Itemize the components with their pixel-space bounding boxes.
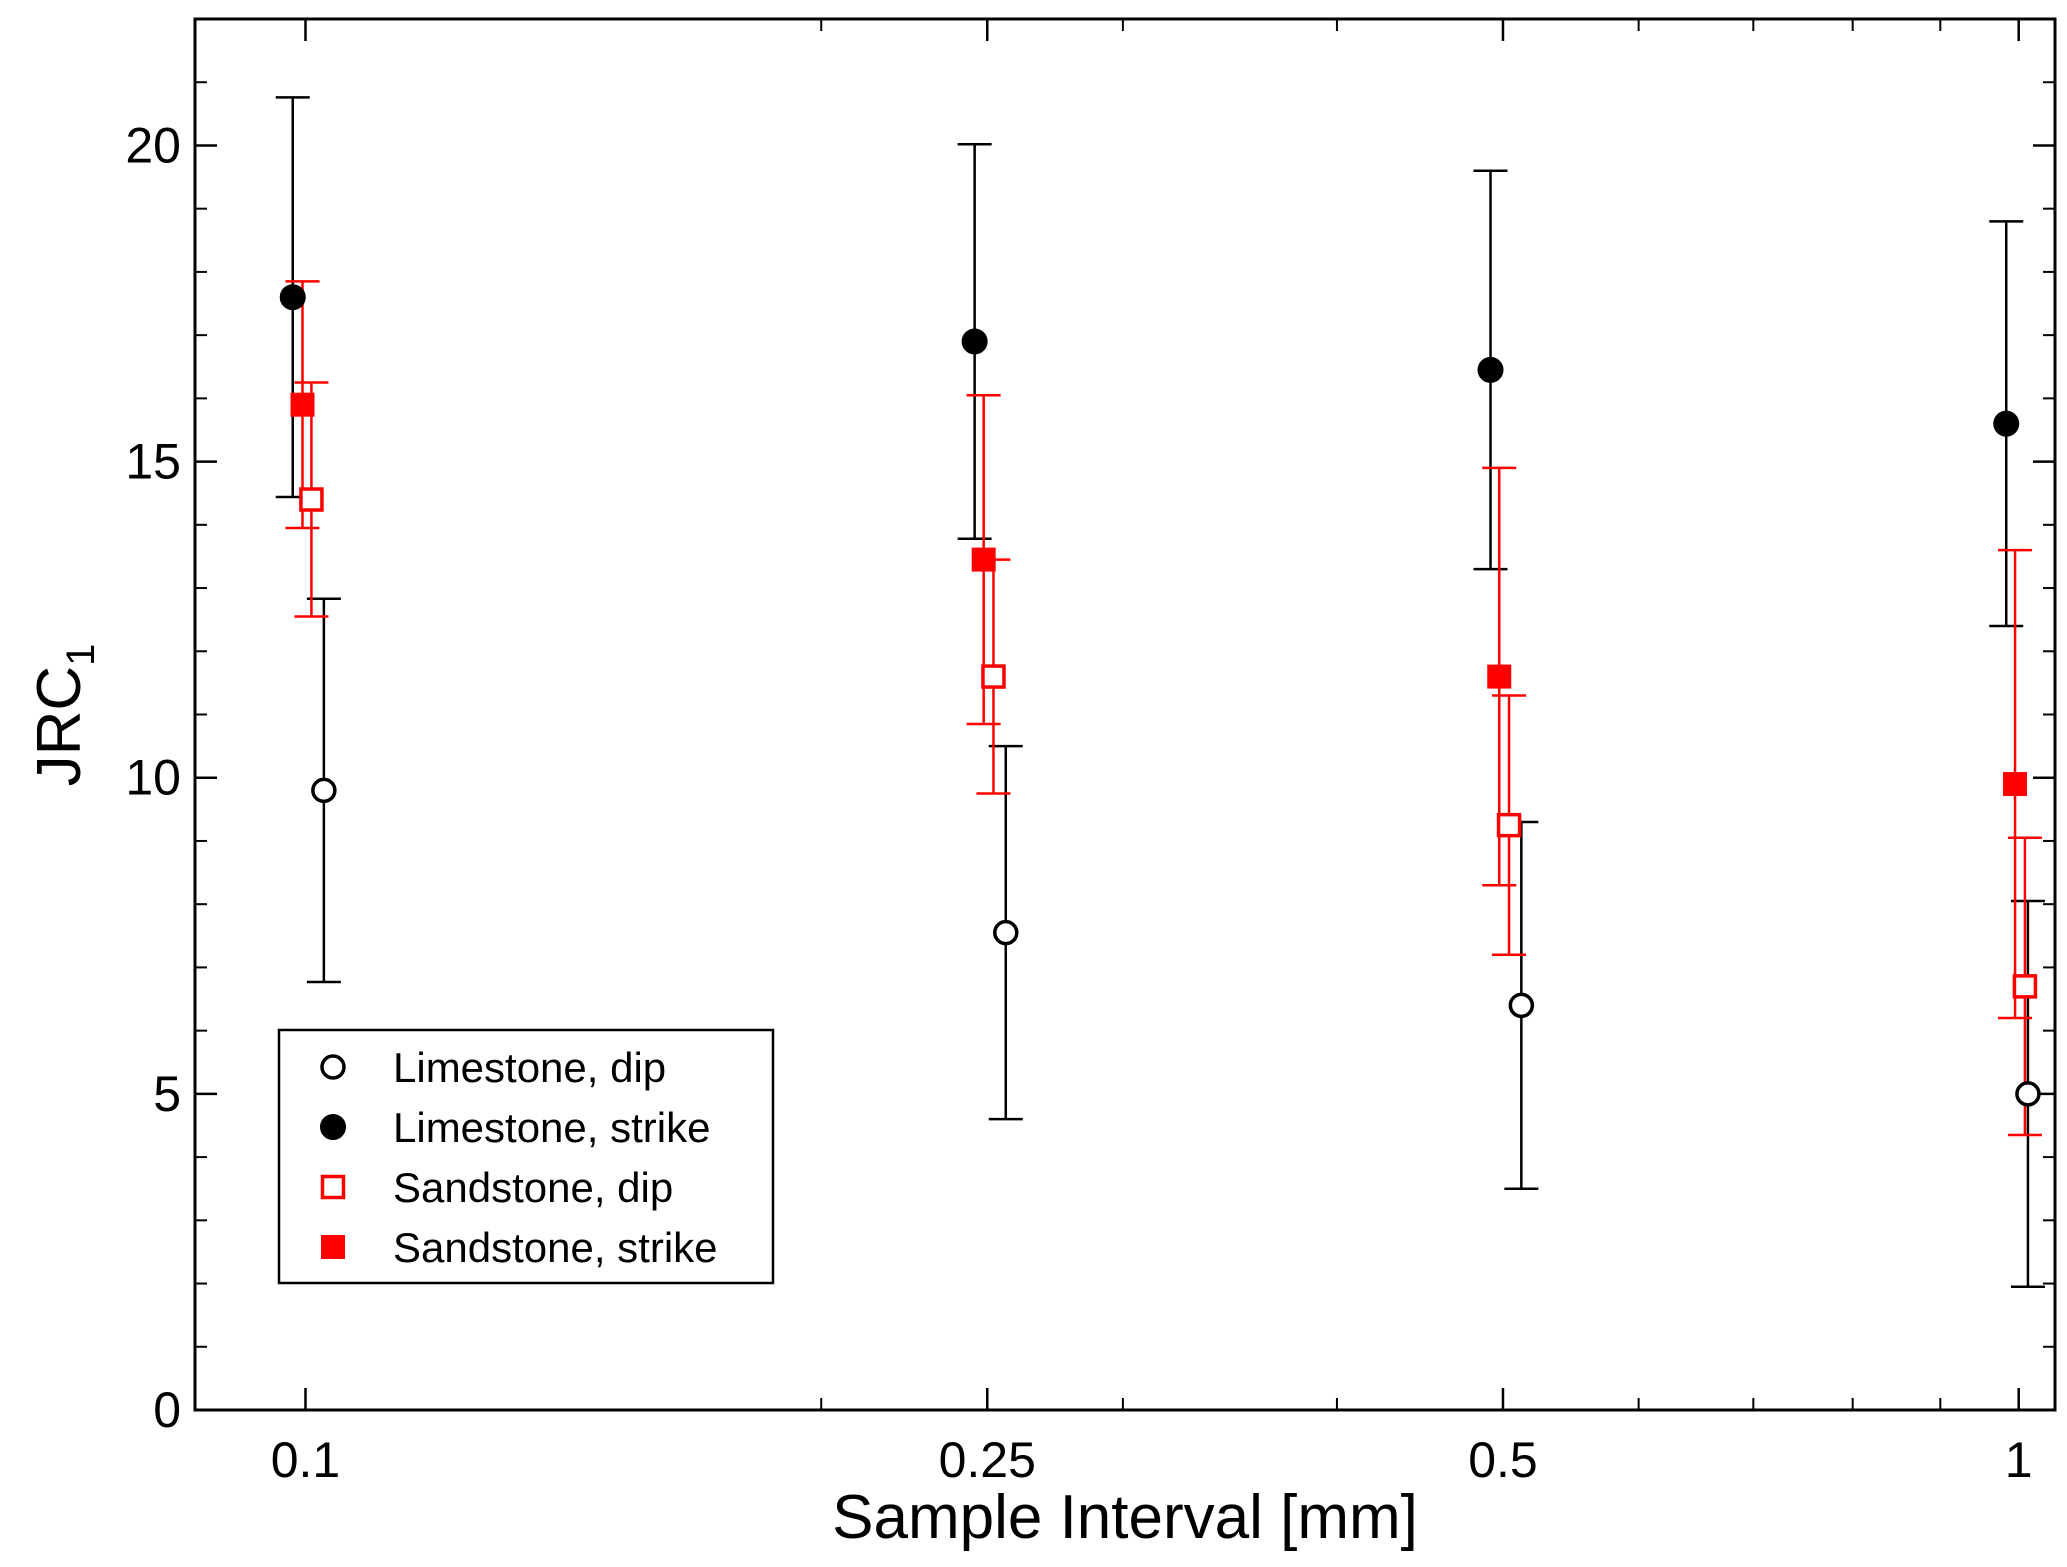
x-tick-label: 0.5 xyxy=(1468,1432,1538,1488)
sandstone-strike-point xyxy=(290,392,315,417)
axis-ticks xyxy=(195,19,2055,1412)
legend-label-limestone-dip: Limestone, dip xyxy=(393,1044,666,1091)
y-axis-title: JRC1 xyxy=(25,644,103,787)
y-axis-title-subscript: 1 xyxy=(59,644,103,666)
legend-box xyxy=(277,1028,775,1285)
sandstone-dip-point xyxy=(299,487,324,512)
x-axis-title: Sample Interval [mm] xyxy=(832,1483,1418,1552)
limestone-dip-point xyxy=(1508,992,1535,1019)
legend-marker-limestone-dip xyxy=(320,1054,346,1080)
limestone-strike-point xyxy=(1993,410,2020,437)
sandstone-strike-point xyxy=(971,547,996,572)
legend-label-limestone-strike: Limestone, strike xyxy=(393,1104,710,1151)
y-tick-label: 5 xyxy=(153,1066,181,1122)
sandstone-strike-point xyxy=(2003,772,2028,797)
sandstone-dip-point xyxy=(981,664,1006,689)
sandstone-dip-point xyxy=(2012,974,2038,999)
x-tick-label: 1 xyxy=(2005,1432,2033,1488)
x-tick-label: 0.25 xyxy=(939,1432,1036,1488)
limestone-strike-point xyxy=(279,284,306,311)
y-tick-label: 20 xyxy=(125,117,181,173)
limestone-dip-point xyxy=(2015,1081,2041,1107)
limestone-dip-point xyxy=(311,777,337,804)
legend-label-sandstone-dip: Sandstone, dip xyxy=(393,1164,673,1211)
x-tick-label: 0.1 xyxy=(271,1432,341,1488)
y-tick-label: 15 xyxy=(125,434,181,490)
limestone-strike-point xyxy=(1477,356,1504,383)
legend: Limestone, dip Limestone, strike Sandstone… xyxy=(277,1028,775,1285)
y-tick-label: 10 xyxy=(125,750,181,806)
legend-label-sandstone-strike: Sandstone, strike xyxy=(393,1224,718,1271)
y-tick-label: 0 xyxy=(153,1382,181,1438)
legend-marker-limestone-strike xyxy=(320,1114,346,1140)
data-markers xyxy=(279,284,2041,1107)
limestone-dip-point xyxy=(993,919,1019,946)
sandstone-strike-point xyxy=(1487,664,1512,689)
sandstone-dip-point xyxy=(1496,812,1522,838)
legend-marker-sandstone-strike xyxy=(321,1235,345,1259)
limestone-strike-point xyxy=(961,328,988,355)
y-axis-title-main: JRC xyxy=(25,666,94,787)
legend-marker-sandstone-dip xyxy=(320,1174,346,1200)
